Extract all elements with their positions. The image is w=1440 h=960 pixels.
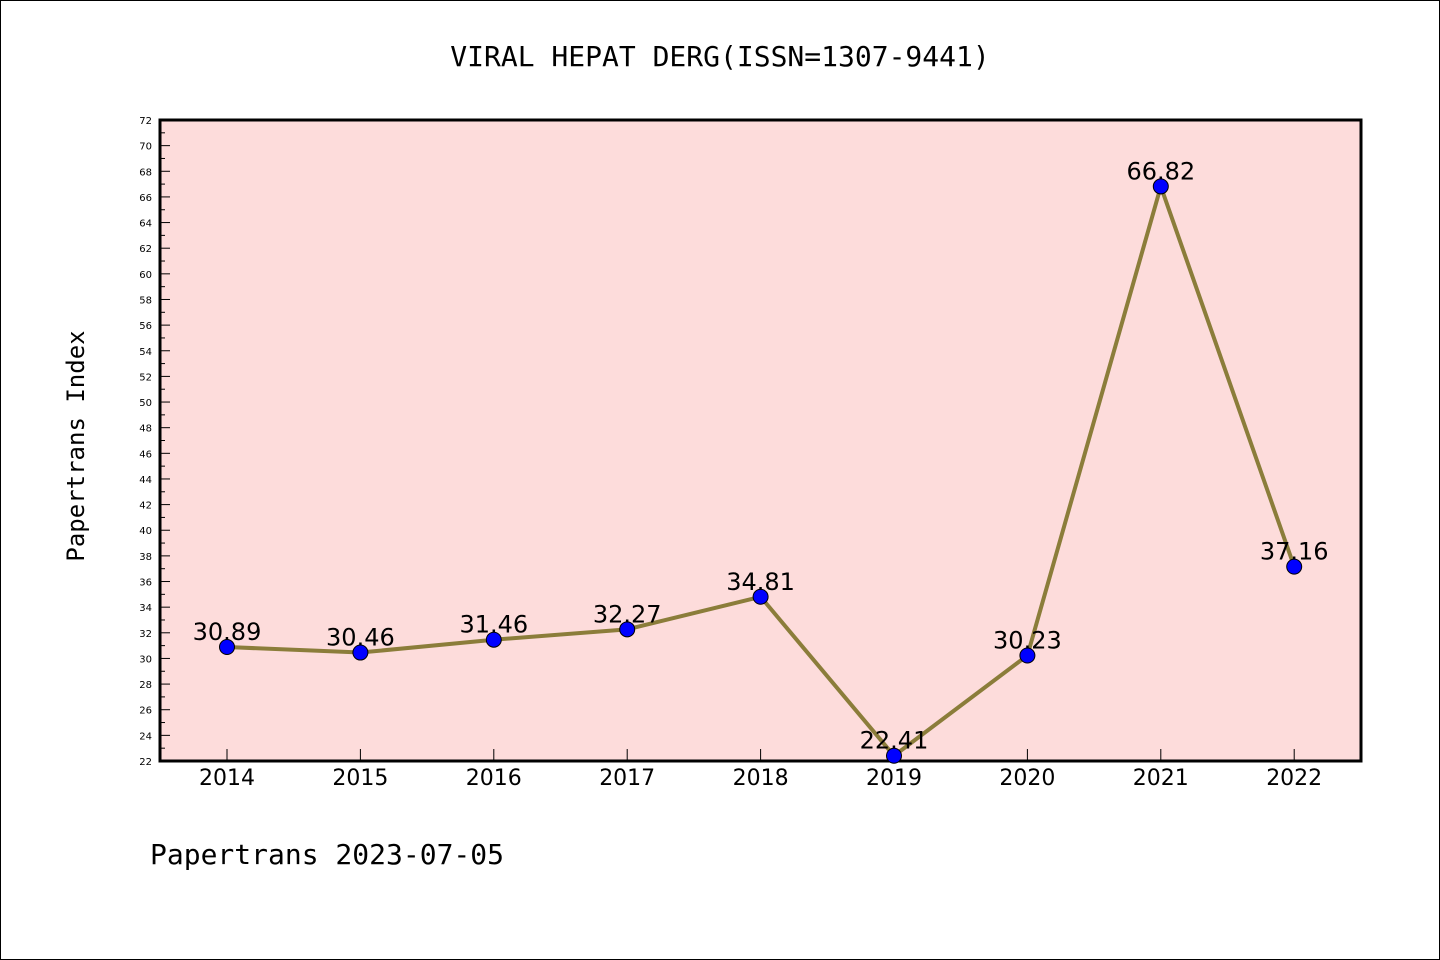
y-axis-label: Papertrans Index (62, 330, 90, 561)
y-tick-label: 24 (139, 731, 152, 742)
y-tick-label: 52 (139, 372, 152, 383)
y-tick-label: 26 (139, 706, 152, 717)
data-label: 30.23 (993, 626, 1062, 654)
plot-area (158, 118, 1363, 763)
x-tick-label: 2014 (199, 766, 255, 791)
data-point (219, 639, 235, 656)
x-tick-label: 2022 (1266, 766, 1322, 791)
y-tick-label: 66 (139, 193, 152, 204)
y-tick-label: 64 (139, 219, 152, 230)
data-label: 30.46 (326, 624, 395, 652)
data-point (1019, 647, 1036, 664)
x-tick-label: 2015 (332, 766, 388, 791)
y-tick-label: 46 (139, 449, 152, 460)
data-label: 30.89 (193, 618, 262, 646)
y-axis-ticks: 22 24 26 28 30 32 34 36 38 40 42 44 46 48 50 52 54 56 58 60… (139, 116, 170, 768)
y-tick-label: 44 (139, 475, 152, 486)
y-tick-label: 62 (139, 244, 152, 255)
x-tick-label: 2019 (866, 766, 922, 791)
data-label: 34.81 (726, 568, 795, 596)
data-point (886, 747, 902, 764)
data-point (1152, 178, 1169, 195)
chart-title: VIRAL HEPAT DERG(ISSN=1307-9441) (450, 40, 989, 73)
data-label: 66.82 (1126, 157, 1195, 185)
data-point (1286, 558, 1303, 575)
y-tick-label: 68 (139, 167, 152, 178)
y-tick-label: 48 (139, 424, 152, 435)
y-tick-label: 40 (139, 526, 152, 537)
y-tick-label: 72 (139, 116, 152, 127)
y-tick-label: 32 (139, 629, 152, 640)
x-tick-label: 2018 (733, 766, 789, 791)
data-point (752, 588, 769, 605)
y-tick-label: 60 (139, 270, 152, 281)
x-tick-label: 2020 (999, 766, 1055, 791)
y-tick-label: 70 (139, 142, 152, 153)
data-label: 22.41 (860, 727, 929, 755)
y-tick-label: 50 (139, 398, 152, 409)
data-labels: 30.89 30.46 31.46 32.27 34.81 22.41 30.23 66.82… (193, 157, 1329, 754)
data-point (485, 631, 502, 648)
y-tick-label: 54 (139, 347, 152, 358)
y-tick-label: 38 (139, 552, 152, 563)
data-point (619, 621, 636, 638)
data-label: 31.46 (459, 611, 528, 639)
x-tick-label: 2016 (466, 766, 522, 791)
series-markers (219, 178, 1303, 764)
x-axis-ticks: 2014 2015 2016 2017 2018 2019 2020 2021 2022 (199, 749, 1322, 791)
y-tick-label: 42 (139, 501, 152, 512)
x-tick-label: 2021 (1133, 766, 1189, 791)
x-tick-label: 2017 (599, 766, 655, 791)
footer-text: Papertrans 2023-07-05 (150, 838, 504, 871)
data-label: 37.16 (1260, 538, 1329, 566)
y-tick-label: 22 (139, 757, 152, 768)
data-label: 32.27 (593, 600, 662, 628)
y-tick-label: 36 (139, 578, 152, 589)
y-tick-label: 56 (139, 321, 152, 332)
y-tick-label: 34 (139, 603, 152, 614)
data-point (352, 644, 369, 661)
y-tick-label: 58 (139, 295, 152, 306)
y-tick-label: 28 (139, 680, 152, 691)
y-tick-label: 30 (139, 654, 152, 665)
